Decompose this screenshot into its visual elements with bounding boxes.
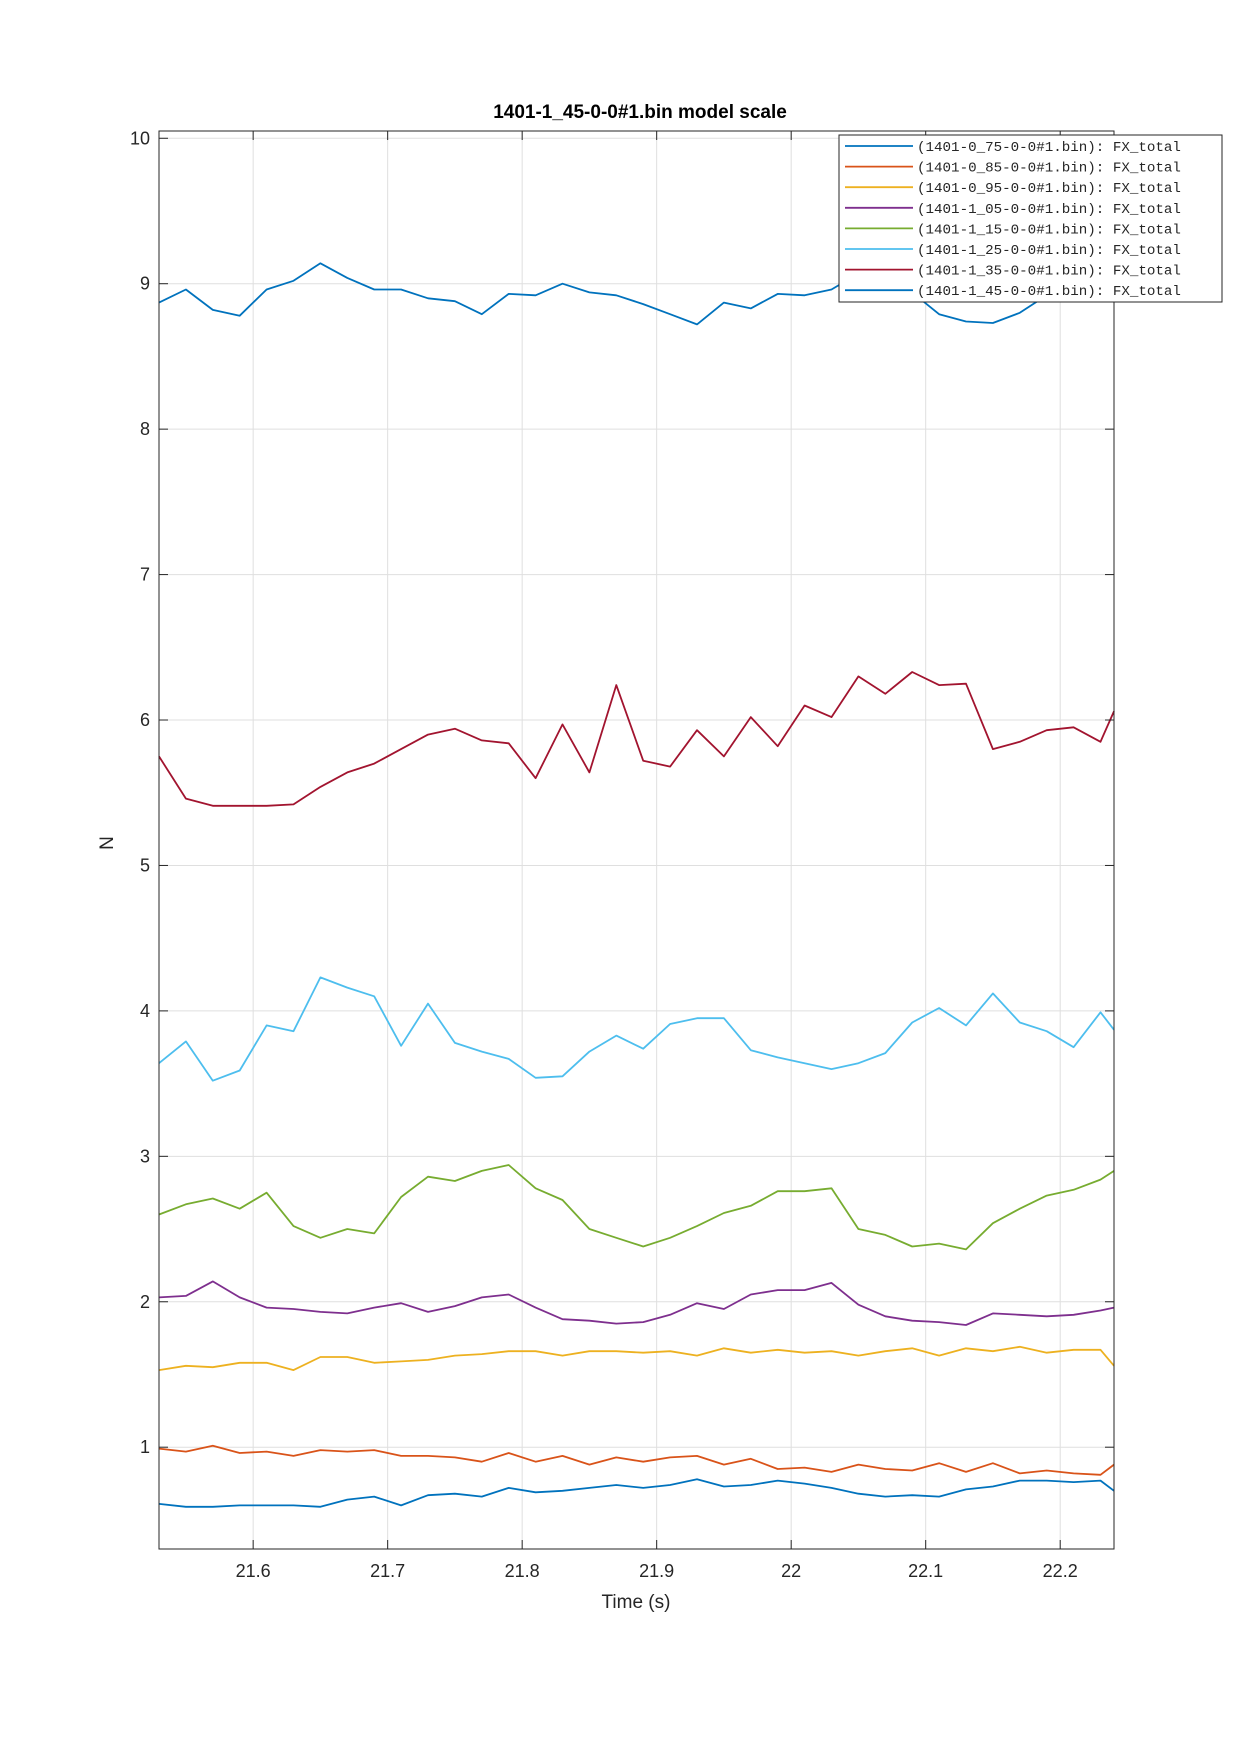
- legend-label: (1401-1_15-0-0#1.bin): FX_total: [917, 222, 1181, 238]
- y-tick-label: 4: [140, 1001, 150, 1021]
- y-tick-label: 9: [140, 274, 150, 294]
- legend-item: (1401-0_75-0-0#1.bin): FX_total: [845, 140, 1181, 156]
- y-tick-label: 6: [140, 710, 150, 730]
- legend-item: (1401-0_85-0-0#1.bin): FX_total: [845, 161, 1181, 177]
- series-line-7: [158, 671, 1115, 807]
- axis-ticks: 21.6 21.7 21.8 21.9 22 22.1 22.2 1 2 3 4 5 6 7 8 9 10: [130, 128, 1114, 1581]
- legend-label: (1401-1_05-0-0#1.bin): FX_total: [917, 202, 1181, 218]
- legend-item: (1401-1_45-0-0#1.bin): FX_total: [845, 284, 1181, 300]
- legend-items: (1401-0_75-0-0#1.bin): FX_total (1401-0_8…: [845, 140, 1181, 300]
- x-tick-label: 21.9: [639, 1561, 674, 1581]
- series-line-1: [158, 1478, 1115, 1508]
- legend-item: (1401-1_15-0-0#1.bin): FX_total: [845, 222, 1181, 238]
- legend-label: (1401-0_85-0-0#1.bin): FX_total: [917, 161, 1181, 177]
- x-tick-label: 22.2: [1043, 1561, 1078, 1581]
- y-tick-label: 10: [130, 128, 150, 148]
- y-tick-label: 3: [140, 1146, 150, 1166]
- legend: (1401-0_75-0-0#1.bin): FX_total (1401-0_8…: [838, 134, 1223, 303]
- x-tick-label: 22.1: [908, 1561, 943, 1581]
- plot-area-frame: [158, 130, 1115, 1550]
- y-axis-label: N: [97, 836, 118, 850]
- legend-label: (1401-1_45-0-0#1.bin): FX_total: [917, 284, 1181, 300]
- x-tick-label: 21.8: [505, 1561, 540, 1581]
- x-tick-label: 21.6: [236, 1561, 271, 1581]
- series-line-3: [158, 1345, 1115, 1371]
- y-tick-label: 8: [140, 419, 150, 439]
- x-tick-label: 21.7: [370, 1561, 405, 1581]
- x-tick-label: 22: [781, 1561, 801, 1581]
- series-line-8: [158, 256, 1115, 326]
- series-line-2: [158, 1444, 1115, 1476]
- legend-label: (1401-1_25-0-0#1.bin): FX_total: [917, 243, 1181, 259]
- legend-box: [838, 134, 1223, 303]
- y-tick-label: 2: [140, 1292, 150, 1312]
- series-lines: [158, 256, 1115, 1508]
- legend-item: (1401-1_25-0-0#1.bin): FX_total: [845, 243, 1181, 259]
- grid-lines: [159, 131, 1114, 1549]
- legend-label: (1401-0_75-0-0#1.bin): FX_total: [917, 140, 1181, 156]
- legend-label: (1401-1_35-0-0#1.bin): FX_total: [917, 264, 1181, 280]
- y-tick-label: 5: [140, 855, 150, 875]
- x-axis-label: Time (s): [602, 1592, 671, 1613]
- legend-item: (1401-1_05-0-0#1.bin): FX_total: [845, 202, 1181, 218]
- y-tick-label: 7: [140, 565, 150, 585]
- series-line-5: [158, 1164, 1115, 1251]
- chart-title: 1401-1_45-0-0#1.bin model scale: [493, 102, 787, 123]
- legend-label: (1401-0_95-0-0#1.bin): FX_total: [917, 181, 1181, 197]
- legend-item: (1401-1_35-0-0#1.bin): FX_total: [845, 264, 1181, 280]
- series-line-4: [158, 1280, 1115, 1326]
- series-line-6: [158, 976, 1115, 1082]
- y-tick-label: 1: [140, 1437, 150, 1457]
- legend-item: (1401-0_95-0-0#1.bin): FX_total: [845, 181, 1181, 197]
